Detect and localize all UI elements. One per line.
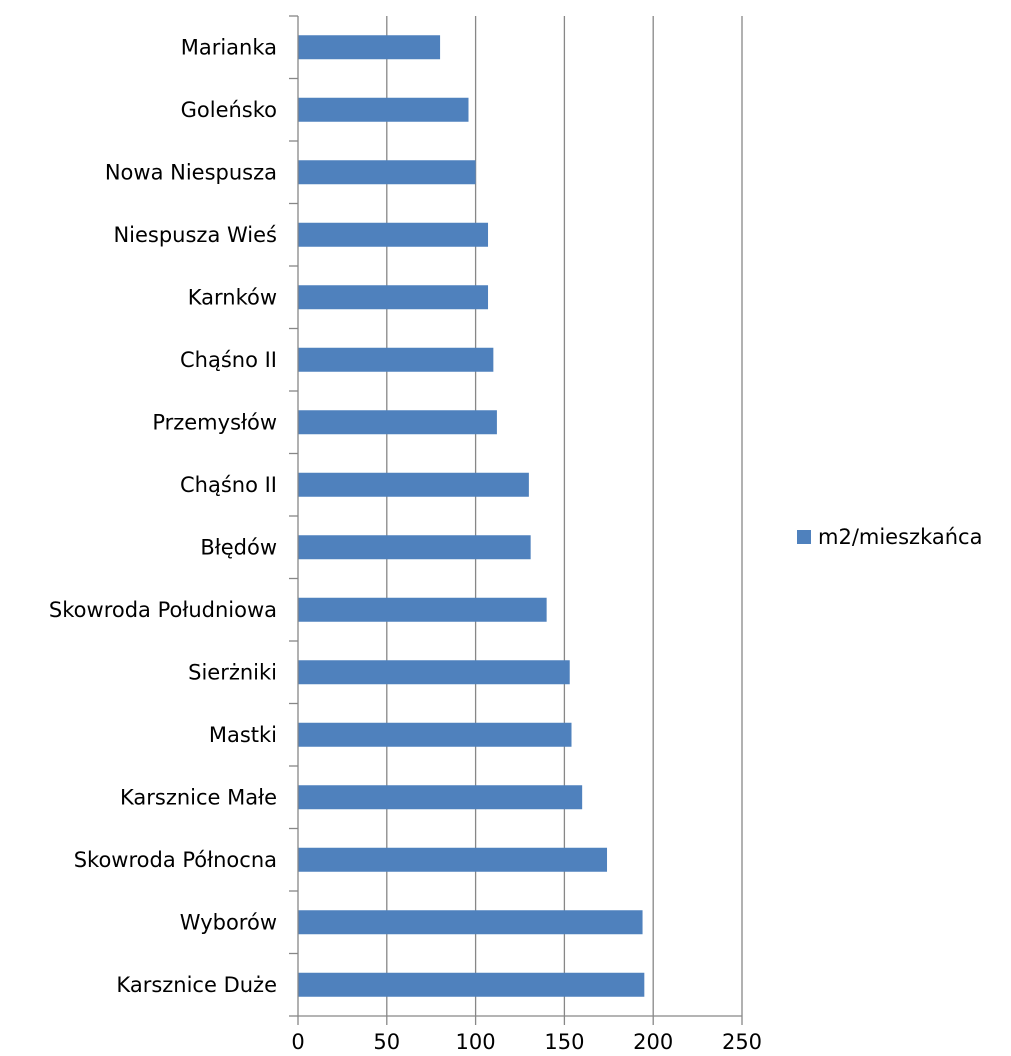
x-tick-label: 0	[291, 1030, 304, 1054]
x-tick-label: 150	[544, 1030, 584, 1054]
bar	[298, 285, 489, 310]
category-label: Chąśno II	[180, 348, 277, 372]
category-label: Nowa Niespusza	[105, 160, 277, 184]
bar	[298, 97, 469, 122]
axes	[289, 15, 743, 1025]
category-label: Chąśno II	[180, 473, 277, 497]
bar	[298, 722, 572, 747]
bar	[298, 785, 583, 810]
x-tick-label: 200	[633, 1030, 673, 1054]
bars	[298, 35, 645, 997]
category-label: Sierżniki	[188, 660, 277, 684]
legend: m2/mieszkańca	[797, 525, 982, 549]
bar	[298, 910, 643, 935]
bar	[298, 347, 494, 372]
x-tick-labels: 0 50 100 150 200 250	[291, 1030, 762, 1054]
category-label: Karnków	[188, 285, 277, 309]
x-tick-label: 50	[373, 1030, 400, 1054]
bar	[298, 660, 570, 685]
bar	[298, 972, 645, 997]
category-label: Skowroda Południowa	[49, 598, 277, 622]
category-labels: Marianka Goleńsko Nowa Niespusza Niespusza …	[49, 35, 277, 997]
category-label: Goleńsko	[181, 98, 277, 122]
category-label: Skowroda Północna	[74, 848, 277, 872]
category-label: Marianka	[181, 35, 277, 59]
category-label: Karsznice Małe	[120, 785, 277, 809]
bar	[298, 535, 531, 560]
x-tick-label: 250	[722, 1030, 762, 1054]
category-label: Błędów	[200, 535, 277, 559]
category-label: Mastki	[209, 723, 277, 747]
x-tick-label: 100	[456, 1030, 496, 1054]
bar	[298, 597, 547, 622]
bar	[298, 222, 489, 247]
bar	[298, 160, 476, 185]
legend-swatch	[797, 530, 811, 544]
category-label: Wyborów	[180, 910, 277, 934]
category-label: Przemysłów	[152, 410, 277, 434]
legend-label: m2/mieszkańca	[818, 525, 982, 549]
bar	[298, 410, 497, 435]
bar	[298, 847, 608, 872]
bar	[298, 472, 529, 497]
category-label: Niespusza Wieś	[113, 223, 277, 247]
bar	[298, 35, 441, 60]
category-label: Karsznice Duże	[116, 973, 277, 997]
